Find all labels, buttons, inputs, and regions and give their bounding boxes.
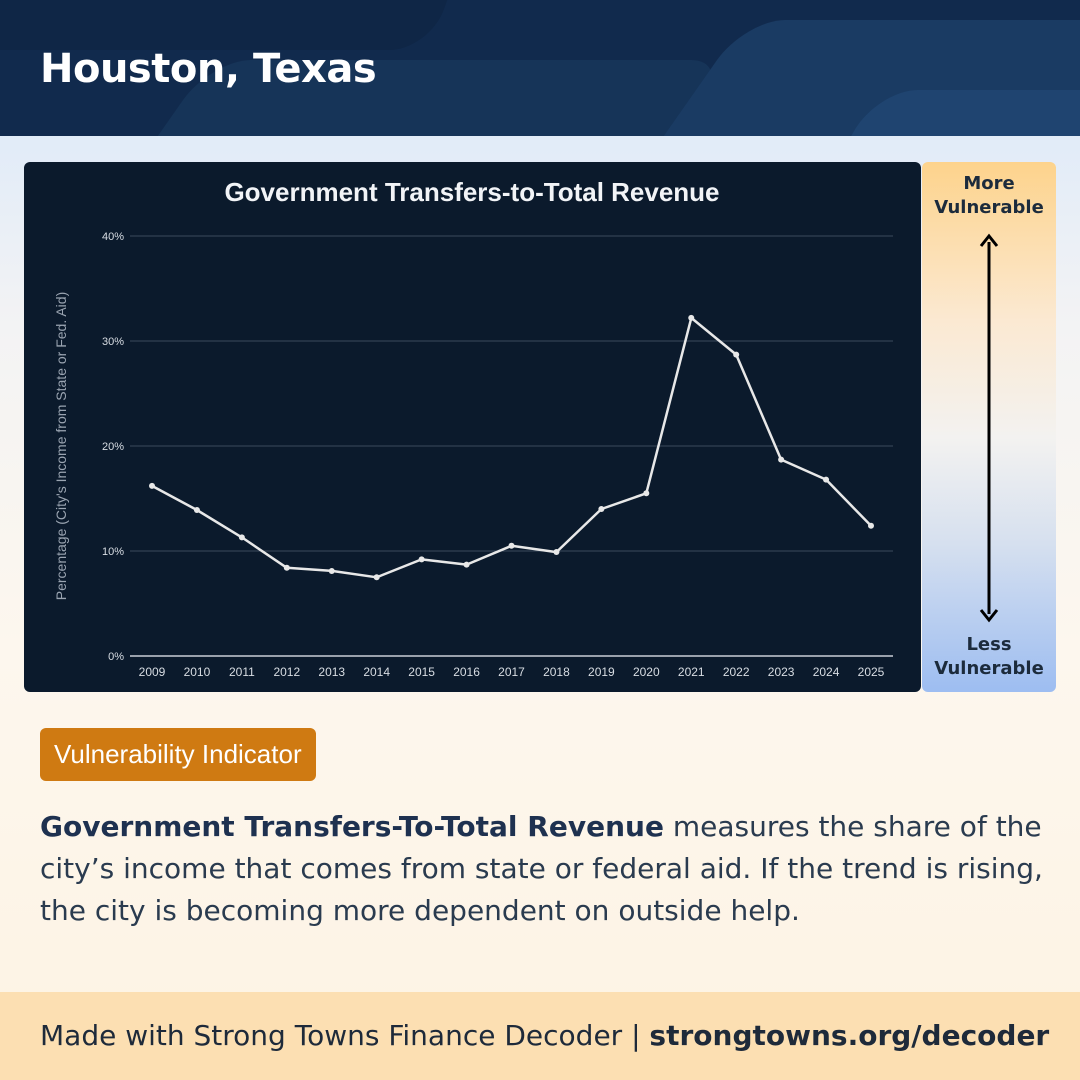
x-tick-label: 2025 — [858, 665, 885, 679]
data-point — [778, 456, 785, 463]
footer-text: Made with Strong Towns Finance Decoder |… — [40, 1018, 1049, 1054]
scale-bottom-label: Less Vulnerable — [922, 633, 1056, 681]
data-point — [553, 549, 560, 556]
description-rest: measures the share of the city’s income … — [40, 810, 1043, 927]
data-point — [149, 482, 155, 489]
data-point — [283, 564, 290, 571]
double-arrow-icon — [979, 233, 999, 623]
y-tick-label: 40% — [102, 231, 124, 243]
data-point — [823, 476, 830, 483]
footer-credit: Made with Strong Towns Finance Decoder | — [40, 1019, 650, 1052]
decorative-shape — [0, 0, 491, 50]
scale-bottom-label-line: Less — [966, 634, 1012, 655]
data-point — [373, 574, 380, 581]
data-point — [193, 507, 200, 514]
data-point — [733, 351, 740, 358]
x-tick-label: 2009 — [139, 665, 166, 679]
y-axis-label: Percentage (City's Income from State or … — [53, 292, 69, 600]
scale-top-label-line: Vulnerable — [934, 197, 1044, 218]
x-tick-label: 2019 — [588, 665, 615, 679]
indicator-badge: Vulnerability Indicator — [40, 728, 316, 781]
footer-bar: Made with Strong Towns Finance Decoder |… — [0, 992, 1080, 1080]
scale-bottom-label-line: Vulnerable — [934, 658, 1044, 679]
data-point — [688, 314, 695, 321]
x-tick-label: 2013 — [318, 665, 345, 679]
x-tick-label: 2017 — [498, 665, 525, 679]
x-tick-label: 2021 — [678, 665, 705, 679]
scale-top-label-line: More — [963, 173, 1015, 194]
line-chart: Government Transfers-to-Total Revenue 0% 1… — [53, 177, 893, 679]
y-tick-label: 0% — [108, 651, 124, 663]
y-tick-label: 30% — [102, 336, 124, 348]
data-point — [418, 556, 425, 563]
data-point — [868, 522, 874, 529]
y-tick-label: 10% — [102, 546, 124, 558]
description-bold: Government Transfers-To-Total Revenue — [40, 810, 664, 843]
data-point — [328, 567, 335, 574]
description-text: Government Transfers-To-Total Revenue me… — [40, 806, 1050, 932]
data-point — [643, 490, 650, 497]
x-tick-label: 2014 — [363, 665, 390, 679]
data-point — [508, 542, 515, 549]
x-tick-label: 2015 — [408, 665, 435, 679]
scale-top-label: More Vulnerable — [922, 172, 1056, 220]
page-title: Houston, Texas — [40, 46, 377, 92]
data-point — [238, 534, 245, 541]
x-tick-label: 2022 — [723, 665, 750, 679]
x-tick-label: 2016 — [453, 665, 480, 679]
x-tick-label: 2020 — [633, 665, 660, 679]
x-tick-label: 2018 — [543, 665, 570, 679]
footer-link[interactable]: strongtowns.org/decoder — [649, 1019, 1050, 1052]
y-tick-label: 20% — [102, 441, 124, 453]
data-point — [598, 506, 605, 512]
x-tick-label: 2012 — [273, 665, 300, 679]
chart-panel: Government Transfers-to-Total Revenue 0% 1… — [24, 162, 921, 692]
chart-title: Government Transfers-to-Total Revenue — [224, 177, 719, 207]
series-line — [151, 316, 872, 579]
vulnerability-scale: More Vulnerable Less Vulnerable — [922, 162, 1056, 692]
x-tick-label: 2024 — [813, 665, 840, 679]
header-banner: Houston, Texas — [0, 0, 1080, 136]
data-point — [463, 561, 470, 568]
x-tick-label: 2011 — [229, 665, 255, 679]
x-tick-label: 2010 — [184, 665, 211, 679]
x-tick-label: 2023 — [768, 665, 795, 679]
